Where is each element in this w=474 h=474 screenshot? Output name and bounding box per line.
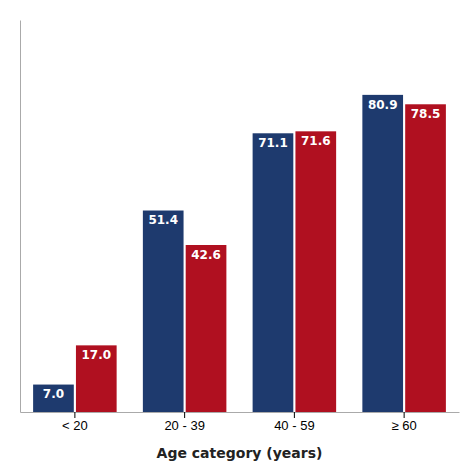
bar-series xyxy=(76,104,446,412)
chart-container: < 20 20 - 39 40 - 59 ≥ 60 Age category (year… xyxy=(0,0,474,474)
data-label: 51.4 xyxy=(148,213,178,227)
bar xyxy=(253,133,294,412)
x-tick-mark xyxy=(74,412,75,418)
data-label: 71.6 xyxy=(301,134,331,148)
data-labels: 7.0 51.4 71.1 80.9 17.0 42.6 71.6 78.5 xyxy=(43,98,441,402)
bar xyxy=(186,245,227,412)
bar xyxy=(362,95,403,412)
data-label: 42.6 xyxy=(191,248,221,262)
x-axis-line xyxy=(21,412,460,413)
bar xyxy=(76,345,117,412)
bar xyxy=(295,131,336,412)
x-tick: < 20 xyxy=(62,412,88,433)
x-tick-mark xyxy=(294,412,295,418)
bar-series xyxy=(33,95,403,412)
y-axis-line xyxy=(20,21,21,413)
bar xyxy=(33,385,74,412)
y-axis xyxy=(20,21,21,413)
bar xyxy=(143,211,184,412)
x-tick: 20 - 39 xyxy=(164,412,204,433)
x-tick: ≥ 60 xyxy=(392,412,417,433)
x-tick: 40 - 59 xyxy=(274,412,314,433)
x-axis: < 20 20 - 39 40 - 59 ≥ 60 xyxy=(21,412,460,433)
data-label: 71.1 xyxy=(258,136,288,150)
bars xyxy=(33,95,446,412)
bar xyxy=(405,104,446,412)
x-tick-label: ≥ 60 xyxy=(392,418,417,433)
x-tick-label: 20 - 39 xyxy=(164,418,204,433)
data-label: 78.5 xyxy=(411,107,441,121)
data-label: 17.0 xyxy=(81,348,111,362)
x-tick-mark xyxy=(404,412,405,418)
chart-svg: < 20 20 - 39 40 - 59 ≥ 60 Age category (year… xyxy=(0,0,474,474)
x-tick-mark xyxy=(184,412,185,418)
data-label: 80.9 xyxy=(368,98,398,112)
x-tick-label: < 20 xyxy=(62,418,88,433)
x-axis-title: Age category (years) xyxy=(157,445,323,461)
x-tick-label: 40 - 59 xyxy=(274,418,314,433)
data-label: 7.0 xyxy=(43,387,64,401)
